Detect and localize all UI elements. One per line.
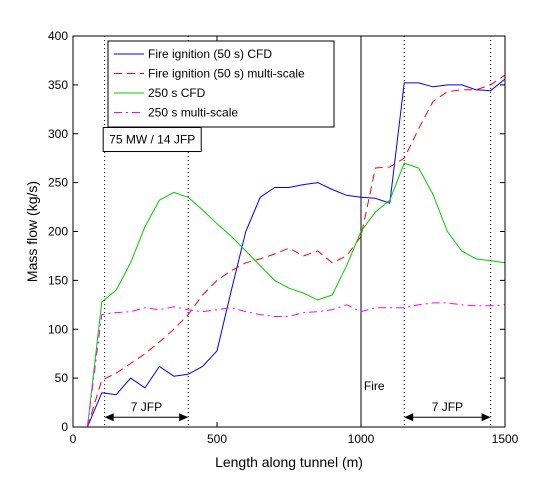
y-tick-label-7: 350 xyxy=(48,78,68,92)
y-tick-label-0: 0 xyxy=(61,420,68,434)
annotation-text-0: 75 MW / 14 JFP xyxy=(109,133,195,147)
span-arrowhead-right-0 xyxy=(179,413,189,422)
span-arrowhead-right-1 xyxy=(481,413,491,422)
legend-label-3: 250 s multi-scale xyxy=(148,106,238,120)
x-tick-label-1: 500 xyxy=(207,432,227,446)
y-tick-label-1: 50 xyxy=(55,371,69,385)
span-arrowhead-left-0 xyxy=(104,413,114,422)
span-label-1: 7 JFP xyxy=(432,400,463,414)
span-label-0: 7 JFP xyxy=(131,400,162,414)
y-tick-label-5: 250 xyxy=(48,176,68,190)
y-axis-label: Mass flow (kg/s) xyxy=(24,181,40,282)
y-tick-label-3: 150 xyxy=(48,273,68,287)
x-axis-label: Length along tunnel (m) xyxy=(215,454,363,470)
legend-label-2: 250 s CFD xyxy=(148,86,206,100)
legend-label-1: Fire ignition (50 s) multi-scale xyxy=(148,67,305,81)
series-line-1 xyxy=(86,74,506,428)
span-arrowhead-left-1 xyxy=(404,413,414,422)
y-tick-label-8: 400 xyxy=(48,29,68,43)
x-tick-label-3: 1500 xyxy=(492,432,519,446)
y-tick-label-2: 100 xyxy=(48,322,68,336)
annotation-text-1: Fire xyxy=(364,379,385,393)
x-tick-label-0: 0 xyxy=(70,432,77,446)
series-line-3 xyxy=(86,302,506,428)
series-line-2 xyxy=(86,162,506,428)
legend-label-0: Fire ignition (50 s) CFD xyxy=(148,47,272,61)
x-tick-label-2: 1000 xyxy=(348,432,375,446)
series-line-0 xyxy=(86,78,506,428)
annotation-box-0 xyxy=(102,127,202,153)
legend-box xyxy=(107,40,335,128)
y-tick-label-6: 300 xyxy=(48,127,68,141)
y-tick-label-4: 200 xyxy=(48,225,68,239)
